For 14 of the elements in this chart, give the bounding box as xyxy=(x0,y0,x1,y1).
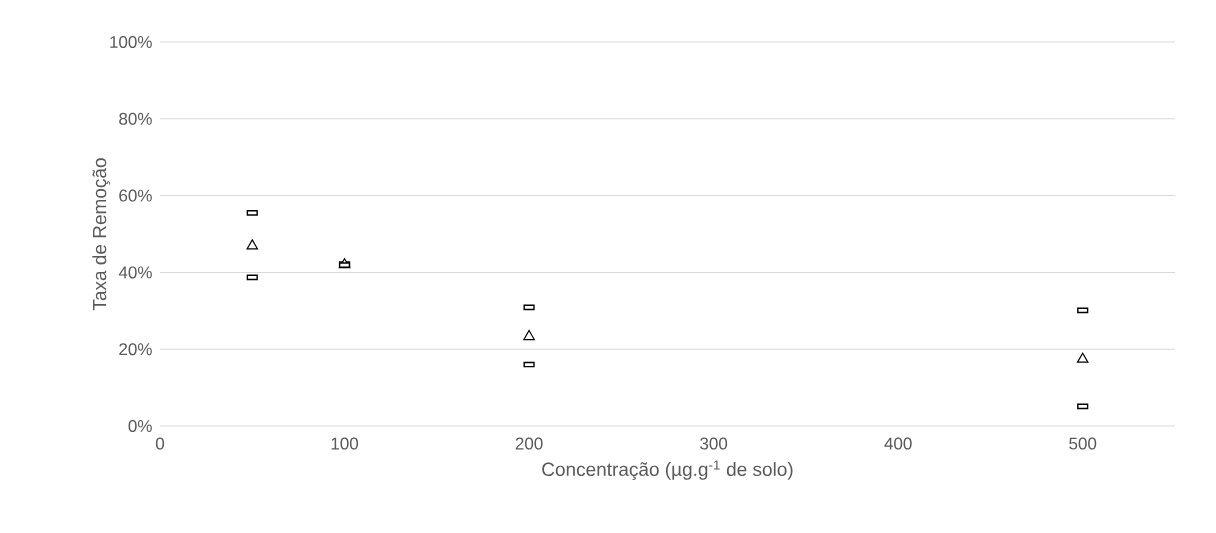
y-tick-label: 40% xyxy=(118,266,152,279)
x-tick-label: 0 xyxy=(155,437,165,450)
x-axis-title: Concentração (µg.g$^{-1}$ de solo) xyxy=(542,460,793,480)
x-tick-label: 400 xyxy=(884,437,912,450)
y-tick-label: 60% xyxy=(119,189,152,202)
y-axis-title: Taxa de Remoção xyxy=(92,158,111,311)
y-tick-label: 80% xyxy=(119,112,152,125)
y-tick-label: 0% xyxy=(128,419,152,433)
y-tick-label: 20% xyxy=(119,343,152,356)
y-tick-label: 100% xyxy=(110,35,152,49)
x-tick-label: 300 xyxy=(700,437,728,450)
x-tick-label: 500 xyxy=(1069,437,1097,450)
x-tick-label: 100 xyxy=(331,437,359,450)
x-tick-label: 200 xyxy=(515,437,543,450)
